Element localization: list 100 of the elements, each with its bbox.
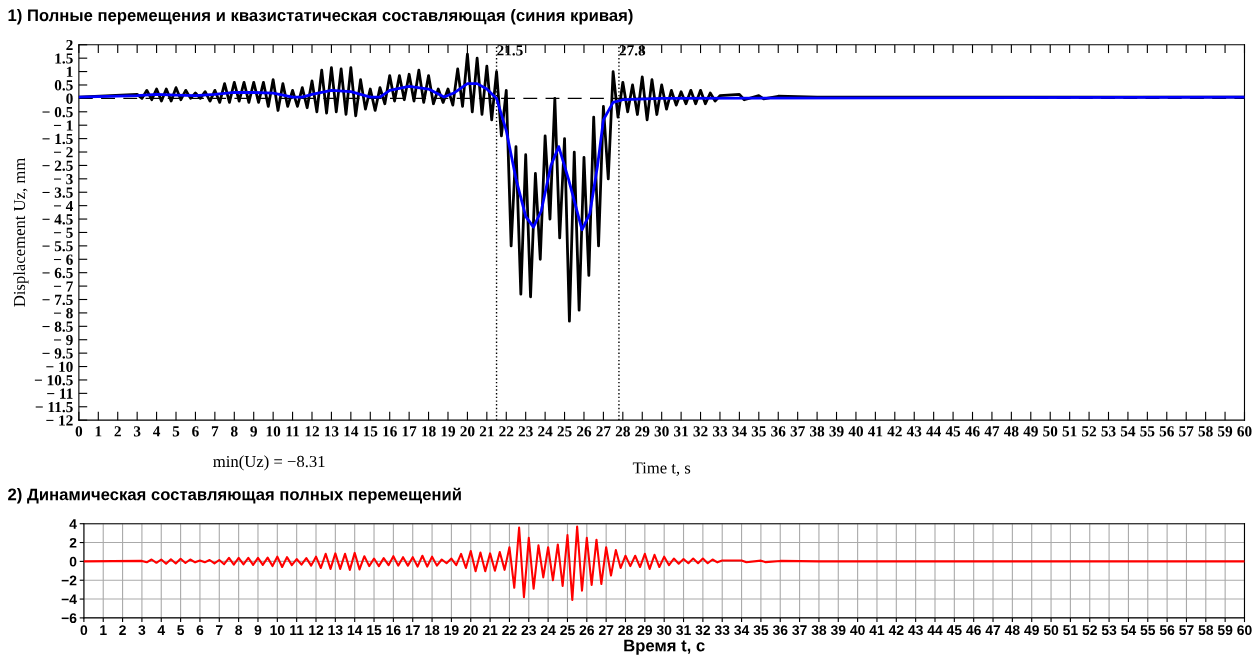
x-tick-label: 56 xyxy=(1159,625,1175,636)
x-tick-label: 5 xyxy=(177,625,185,636)
x-tick-label: 35 xyxy=(753,625,769,636)
y-tick-label: − 7.5 xyxy=(42,294,73,306)
chart-title: 1) Полные перемещения и квазистатическая составляющая (синия кривая) xyxy=(8,8,633,25)
x-tick-label: 49 xyxy=(1023,426,1038,437)
x-tick-label: 27 xyxy=(598,625,614,635)
y-tick-label: −2 xyxy=(61,575,77,586)
y-tick-label: − 2 xyxy=(53,147,73,158)
x-tick-label: 40 xyxy=(848,426,864,437)
x-tick-label: 33 xyxy=(714,625,730,636)
y-tick-label: 0.5 xyxy=(54,80,73,91)
x-tick-label: 31 xyxy=(674,426,688,437)
x-tick-label: 3 xyxy=(133,426,141,437)
x-tick-label: 2 xyxy=(119,625,126,635)
x-tick-label: 31 xyxy=(676,625,691,636)
x-tick-label: 38 xyxy=(811,625,827,636)
x-tick-label: 54 xyxy=(1121,625,1137,636)
x-tick-label: 3 xyxy=(138,625,146,636)
x-tick-label: 36 xyxy=(772,625,788,636)
x-tick-label: 29 xyxy=(635,426,650,437)
x-tick-label: 18 xyxy=(422,426,436,437)
x-tick-label: 49 xyxy=(1024,625,1039,636)
x-tick-label: 25 xyxy=(560,625,575,636)
x-tick-label: 17 xyxy=(402,426,417,437)
y-tick-label: 4 xyxy=(69,519,77,529)
x-tick-label: 57 xyxy=(1179,426,1194,437)
y-tick-label: − 11 xyxy=(47,388,73,399)
x-tick-label: 50 xyxy=(1043,625,1059,636)
x-tick-label: 60 xyxy=(1237,426,1252,437)
x-tick-label: 50 xyxy=(1043,426,1058,437)
x-tick-label: 29 xyxy=(637,625,653,636)
x-tick-label: 28 xyxy=(615,426,630,437)
text: min(Uz) = −8.31 xyxy=(213,455,325,471)
x-tick-label: 26 xyxy=(576,426,592,437)
y-tick-label: − 5 xyxy=(53,227,73,238)
y-axis-title: Displacement Uz, mm xyxy=(13,157,29,307)
x-tick-label: 21 xyxy=(479,426,494,437)
y-tick-label: − 4.5 xyxy=(42,214,73,225)
x-tick-label: 28 xyxy=(618,625,633,636)
x-tick-label: 19 xyxy=(441,426,456,437)
x-tick-label: 20 xyxy=(460,426,475,437)
x-tick-label: 43 xyxy=(906,426,922,437)
y-tick-label: 0 xyxy=(69,556,77,567)
x-tick-label: 12 xyxy=(305,426,319,437)
x-tick-label: 41 xyxy=(869,625,885,635)
x-tick-label: 38 xyxy=(810,426,825,437)
x-tick-label: 55 xyxy=(1140,426,1155,437)
y-tick-label: −6 xyxy=(61,613,77,624)
x-tick-label: 6 xyxy=(196,625,204,636)
x-tick-label: 25 xyxy=(557,426,572,437)
x-tick-label: 55 xyxy=(1140,625,1156,636)
x-tick-label: 16 xyxy=(383,426,397,437)
x-tick-label: 27 xyxy=(596,426,611,437)
x-tick-label: 16 xyxy=(386,625,401,636)
x-tick-label: 30 xyxy=(654,426,669,437)
x-tick-label: 10 xyxy=(270,625,285,636)
x-tick-label: 13 xyxy=(328,625,343,636)
x-tick-label: 53 xyxy=(1101,625,1117,636)
x-tick-label: 40 xyxy=(850,625,865,636)
y-tick-label: − 3 xyxy=(53,174,73,185)
y-tick-label: − 12 xyxy=(46,415,73,426)
x-tick-label: 39 xyxy=(830,625,846,636)
x-tick-label: 15 xyxy=(363,426,378,437)
y-tick-label: − 6.5 xyxy=(42,267,73,279)
y-tick-label: 2 xyxy=(66,39,73,51)
x-tick-label: 37 xyxy=(790,426,805,437)
x-tick-label: 19 xyxy=(444,625,459,636)
x-tick-label: 51 xyxy=(1062,426,1077,437)
y-tick-label: − 7 xyxy=(53,281,73,292)
x-tick-label: 52 xyxy=(1082,426,1097,437)
x-tick-label: 58 xyxy=(1198,625,1214,636)
x-tick-label: 22 xyxy=(499,426,514,437)
y-tick-label: − 8 xyxy=(53,308,73,319)
y-tick-label: 2 xyxy=(69,537,77,548)
y-tick-label: − 4 xyxy=(53,200,74,211)
x-tick-label: 54 xyxy=(1120,426,1136,437)
ref-line-label: 21.5 xyxy=(497,45,523,56)
x-tick-label: 46 xyxy=(965,426,980,437)
y-tick-label: − 2.5 xyxy=(42,160,73,171)
x-tick-label: 44 xyxy=(927,625,943,635)
y-tick-label: − 9.5 xyxy=(42,348,73,359)
x-axis-title: Time t, s xyxy=(632,462,691,476)
x-tick-label: 41 xyxy=(867,426,883,437)
x-tick-label: 9 xyxy=(254,625,262,636)
chart-title: 2) Динамическая составляющая полных перемещений xyxy=(8,487,461,504)
x-tick-label: 5 xyxy=(172,426,180,437)
x-tick-label: 34 xyxy=(734,625,750,636)
x-tick-label: 12 xyxy=(309,625,324,635)
x-tick-label: 34 xyxy=(732,426,747,437)
y-tick-label: 1.5 xyxy=(55,53,73,64)
x-tick-label: 45 xyxy=(946,625,962,636)
x-tick-label: 14 xyxy=(347,625,363,635)
x-tick-label: 4 xyxy=(152,426,161,437)
x-tick-label: 48 xyxy=(1003,426,1019,437)
x-tick-label: 8 xyxy=(230,426,238,437)
x-tick-label: 11 xyxy=(290,625,304,635)
x-tick-label: 51 xyxy=(1063,625,1078,636)
x-tick-label: 13 xyxy=(325,426,339,437)
x-tick-label: 57 xyxy=(1179,625,1194,636)
